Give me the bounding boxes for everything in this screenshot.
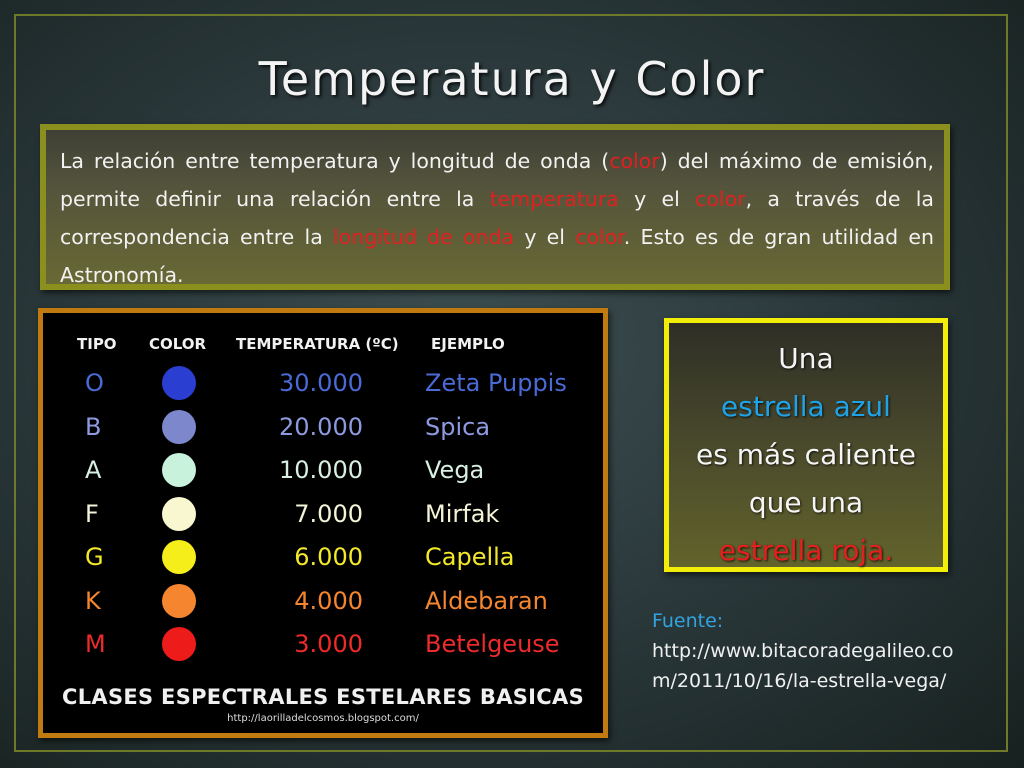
row-tipo: A xyxy=(85,456,102,484)
header-ejemplo: EJEMPLO xyxy=(431,335,505,353)
table-row: A 10.000 Vega xyxy=(43,450,603,490)
row-temperatura: 6.000 xyxy=(294,543,363,571)
header-temperatura: TEMPERATURA (ºC) xyxy=(236,335,399,353)
color-dot xyxy=(162,366,196,400)
row-ejemplo: Vega xyxy=(425,456,485,484)
row-tipo: F xyxy=(85,499,99,528)
table-caption-url: http://laorilladelcosmos.blogspot.com/ xyxy=(227,713,419,724)
callout-box: Una estrella azul es más caliente que un… xyxy=(664,318,948,572)
slide-title: Temperatura y Color xyxy=(258,52,766,106)
row-ejemplo: Capella xyxy=(425,543,515,571)
row-ejemplo: Aldebaran xyxy=(425,586,548,615)
row-tipo: O xyxy=(85,369,104,397)
color-dot xyxy=(162,540,196,574)
row-tipo: G xyxy=(85,543,104,571)
table-row: F 7.000 Mirfak xyxy=(43,494,603,534)
color-dot xyxy=(162,409,196,444)
color-dot xyxy=(162,627,196,661)
table-caption: CLASES ESPECTRALES ESTELARES BASICAS xyxy=(62,685,584,709)
callout-line-1: Una xyxy=(778,342,834,375)
callout-line-2: estrella azul xyxy=(721,390,891,423)
row-temperatura: 10.000 xyxy=(279,456,363,484)
source-link[interactable]: http://www.bitacoradegalileo.com/2011/10… xyxy=(652,640,954,692)
row-ejemplo: Zeta Puppis xyxy=(425,369,567,397)
table-row: M 3.000 Betelgeuse xyxy=(43,624,603,664)
callout-line-4: que una xyxy=(748,486,864,519)
row-temperatura: 7.000 xyxy=(294,499,363,528)
intro-highlight: color xyxy=(575,225,624,249)
intro-text-segment: ) del máximo de emisión, permite definir… xyxy=(60,149,934,211)
row-temperatura: 3.000 xyxy=(294,630,363,658)
intro-text-segment: La relación entre temperatura y longitud… xyxy=(60,149,610,173)
table-row: K 4.000 Aldebaran xyxy=(43,581,603,621)
intro-text-segment: . Esto es de gran utilidad en Astronomía… xyxy=(60,225,934,287)
row-tipo: B xyxy=(85,412,102,441)
spectral-class-image: TIPO COLOR TEMPERATURA (ºC) EJEMPLO O 30.… xyxy=(38,308,608,738)
row-ejemplo: Spica xyxy=(425,412,491,441)
row-ejemplo: Betelgeuse xyxy=(425,630,560,658)
source-note: Fuente: http://www.bitacoradegalileo.com… xyxy=(652,606,972,696)
table-row: G 6.000 Capella xyxy=(43,537,603,577)
color-dot xyxy=(162,496,196,531)
intro-highlight: color xyxy=(609,149,660,173)
callout-line-3: es más caliente xyxy=(696,438,916,471)
row-temperatura: 4.000 xyxy=(294,586,363,615)
row-tipo: K xyxy=(85,586,101,615)
header-color: COLOR xyxy=(149,335,207,353)
table-row: B 20.000 Spica xyxy=(43,407,603,447)
row-temperatura: 20.000 xyxy=(279,412,363,441)
header-tipo: TIPO xyxy=(77,335,117,353)
row-ejemplo: Mirfak xyxy=(425,499,500,528)
row-tipo: M xyxy=(85,630,106,658)
intro-text-segment: , a través de la correspondencia entre l… xyxy=(60,187,934,249)
callout-line-5: estrella roja. xyxy=(718,534,894,567)
intro-highlight: color xyxy=(695,187,746,211)
row-temperatura: 30.000 xyxy=(279,369,363,397)
source-label: Fuente: xyxy=(652,610,724,632)
color-dot xyxy=(162,583,196,618)
color-dot xyxy=(162,453,196,487)
slide-frame xyxy=(14,14,1008,752)
intro-highlight: longitud de onda xyxy=(332,225,515,249)
intro-paragraph: La relación entre temperatura y longitud… xyxy=(60,142,934,294)
intro-highlight: temperatura xyxy=(489,187,619,211)
intro-text-segment: y el xyxy=(514,225,576,249)
table-row: O 30.000 Zeta Puppis xyxy=(43,363,603,403)
intro-textbox: La relación entre temperatura y longitud… xyxy=(40,124,950,290)
intro-text-segment: y el xyxy=(618,187,696,211)
